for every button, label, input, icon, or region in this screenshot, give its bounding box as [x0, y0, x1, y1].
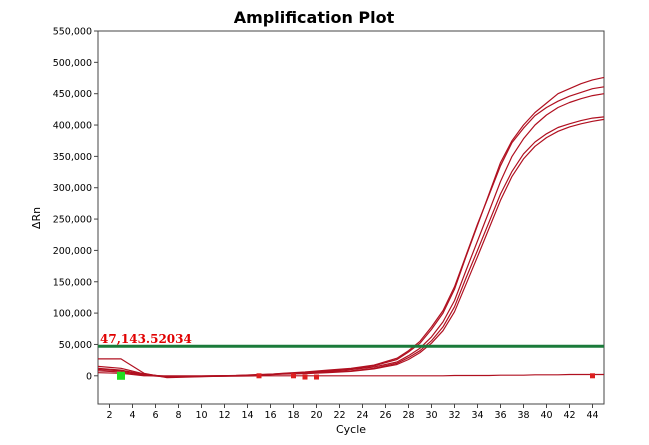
y-tick-label: 50,000	[59, 340, 92, 351]
x-tick-label: 10	[195, 410, 207, 421]
y-tick-label: 250,000	[53, 215, 92, 226]
y-tick-label: 0	[86, 371, 92, 382]
x-tick-label: 20	[310, 410, 322, 421]
baseline-marker[interactable]	[302, 374, 308, 380]
y-axis: 0 50,000 100,000 150,000 200,000 250,000 300,0…	[53, 27, 98, 382]
x-tick-label: 42	[563, 410, 575, 421]
x-tick-label: 24	[356, 410, 368, 421]
threshold-label: 47,143.52034	[100, 332, 192, 346]
baseline-marker[interactable]	[291, 373, 296, 379]
y-tick-label: 400,000	[53, 121, 92, 132]
y-tick-label: 150,000	[53, 277, 92, 288]
x-tick-label: 14	[241, 410, 253, 421]
x-tick-label: 40	[540, 410, 552, 421]
amplification-curve-6[interactable]	[97, 372, 604, 377]
baseline-marker[interactable]	[314, 374, 319, 380]
y-axis-label: ΔRn	[30, 207, 43, 229]
x-tick-label: 2	[106, 410, 112, 421]
x-tick-label: 38	[517, 410, 529, 421]
y-tick-label: 200,000	[53, 246, 92, 257]
x-tick-label: 18	[287, 410, 299, 421]
x-tick-label: 36	[494, 410, 506, 421]
baseline-marker[interactable]	[117, 371, 125, 380]
x-tick-label: 32	[448, 410, 460, 421]
x-tick-label: 4	[129, 410, 135, 421]
y-tick-label: 350,000	[53, 152, 92, 163]
x-tick-label: 28	[402, 410, 414, 421]
x-tick-label: 30	[425, 410, 437, 421]
x-tick-label: 34	[471, 410, 483, 421]
y-tick-label: 450,000	[53, 89, 92, 100]
plot-area	[97, 30, 605, 405]
baseline-markers	[117, 371, 595, 380]
x-axis: 2 4 6 8 10 12 14 16 18 20 22 24 26 28 30 32 34 36 38 40 42 44	[106, 404, 599, 421]
baseline-marker[interactable]	[590, 373, 595, 379]
x-tick-label: 44	[586, 410, 598, 421]
y-tick-label: 100,000	[53, 309, 92, 320]
x-tick-label: 12	[218, 410, 230, 421]
x-tick-label: 26	[379, 410, 391, 421]
y-tick-label: 500,000	[53, 58, 92, 69]
baseline-marker[interactable]	[256, 373, 262, 379]
x-tick-label: 8	[175, 410, 181, 421]
chart-title: Amplification Plot	[234, 8, 395, 27]
x-axis-label: Cycle	[336, 423, 366, 436]
x-tick-label: 6	[152, 410, 158, 421]
x-tick-label: 16	[264, 410, 276, 421]
y-tick-label: 300,000	[53, 183, 92, 194]
x-tick-label: 22	[333, 410, 345, 421]
y-tick-label: 550,000	[53, 27, 92, 38]
